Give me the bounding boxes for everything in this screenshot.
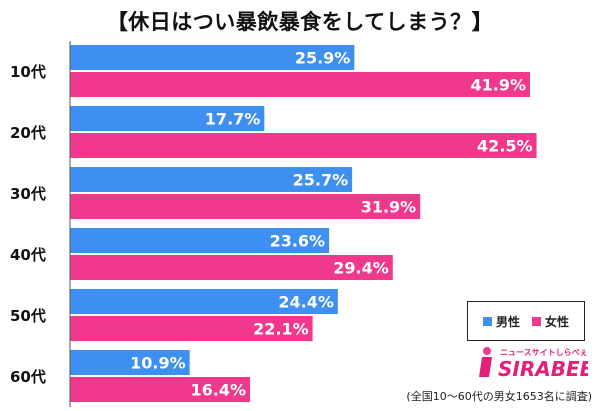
bar-male: [70, 45, 355, 70]
legend-item-male: 男性: [482, 313, 520, 330]
category-label: 20代: [10, 124, 46, 142]
category-label: 10代: [10, 63, 46, 81]
data-label: 31.9%: [361, 198, 417, 217]
legend-item-female: 女性: [532, 313, 569, 330]
data-label: 25.9%: [295, 49, 351, 68]
data-label: 25.7%: [293, 171, 349, 190]
bar-male: [70, 289, 338, 314]
bar-female: [70, 255, 393, 280]
legend-label-female: 女性: [545, 314, 570, 329]
logo-tagline: ニュースサイトしらべぇ: [500, 348, 588, 357]
bar-female: [70, 194, 421, 219]
data-label: 16.4%: [191, 381, 247, 400]
logo-brand: SIRABEE: [498, 357, 588, 379]
category-label: 30代: [10, 185, 46, 203]
bar-female: [70, 133, 537, 158]
data-label: 23.6%: [270, 232, 326, 251]
data-label: 10.9%: [130, 354, 186, 373]
bar-female: [70, 377, 251, 402]
data-label: 24.4%: [278, 293, 334, 312]
bar-female: [70, 316, 313, 341]
legend-swatch-male: [482, 316, 492, 326]
category-label: 60代: [10, 368, 46, 386]
logo-i-icon: [479, 347, 492, 377]
data-label: 42.5%: [477, 137, 533, 156]
chart-title: 【休日はつい暴飲暴食をしてしまう？】: [106, 10, 494, 34]
bar-male: [70, 350, 190, 375]
legend-swatch-female: [532, 316, 541, 326]
bar-male: [70, 167, 353, 192]
sirabee-logo: ニュースサイトしらべぇ SIRABEE: [479, 347, 588, 379]
bar-male: [70, 228, 330, 253]
survey-note: (全国10～60代の男女1653名に調査): [406, 390, 592, 403]
data-label: 17.7%: [205, 110, 261, 129]
category-label: 50代: [10, 307, 46, 325]
data-label: 22.1%: [253, 320, 309, 339]
data-label: 41.9%: [470, 76, 526, 95]
legend: 男性 女性: [467, 301, 585, 341]
category-label: 40代: [10, 246, 46, 264]
bar-female: [70, 72, 530, 97]
bar-male: [70, 106, 265, 131]
legend-label-male: 男性: [495, 314, 520, 329]
data-label: 29.4%: [333, 259, 389, 278]
